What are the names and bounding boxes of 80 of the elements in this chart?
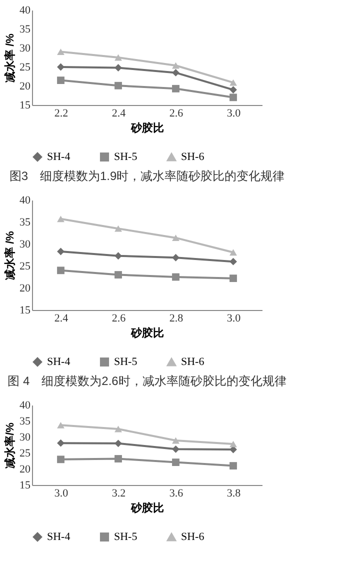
x-tick-label: 2.4 — [112, 108, 126, 120]
x-tick-label: 2.4 — [54, 312, 69, 324]
legend-label: SH-6 — [181, 356, 205, 368]
point — [57, 76, 64, 84]
y-tick-label: 25 — [20, 448, 31, 460]
point — [230, 462, 237, 470]
y-tick-label: 35 — [20, 216, 31, 228]
point — [172, 437, 180, 444]
y-tick-label: 20 — [20, 282, 31, 294]
point — [230, 94, 237, 102]
point — [57, 266, 64, 274]
legend-label: SH-4 — [47, 530, 71, 543]
point — [172, 84, 180, 92]
point — [230, 79, 237, 86]
point — [114, 455, 122, 462]
point — [114, 426, 122, 432]
point — [57, 456, 64, 464]
x-tick-label: 2.6 — [112, 312, 126, 324]
point — [172, 254, 180, 262]
y-axis-title: 减水率 /% — [4, 230, 16, 280]
y-tick-label: 40 — [20, 194, 31, 206]
point — [230, 274, 237, 282]
point — [114, 64, 122, 72]
point — [230, 440, 237, 448]
legend-label: SH-5 — [114, 150, 138, 163]
caption: 图 4 细度模数为2.6时，减水率随砂胶比的变化规律 — [8, 374, 286, 388]
legend-label: SH-5 — [114, 356, 138, 368]
point — [172, 273, 180, 281]
x-tick-label: 3.8 — [226, 488, 242, 500]
y-tick-label: 30 — [20, 42, 31, 54]
y-tick-label: 40 — [20, 4, 31, 16]
point — [57, 216, 64, 222]
legend-label: SH-6 — [181, 531, 205, 544]
point — [230, 258, 237, 266]
y-tick-label: 35 — [20, 416, 31, 428]
point — [57, 48, 64, 56]
y-tick-label: 30 — [20, 238, 31, 250]
point — [114, 271, 122, 279]
y-tick-label: 15 — [20, 304, 31, 316]
x-tick-label: 3.6 — [169, 488, 184, 500]
y-tick-label: 35 — [20, 24, 31, 36]
x-tick-label: 3.0 — [226, 108, 242, 120]
legend-label: SH-6 — [181, 151, 205, 164]
y-tick-label: 15 — [20, 480, 31, 492]
y-tick-label: 40 — [20, 400, 31, 412]
x-tick-label: 2.2 — [54, 108, 68, 120]
point — [114, 54, 122, 61]
point — [57, 422, 64, 428]
point — [230, 86, 237, 94]
x-axis-title: 砂胶比 — [130, 502, 164, 514]
point — [230, 249, 237, 256]
x-tick-label: 3.0 — [54, 488, 69, 500]
y-axis-title: 减水率 /% — [4, 33, 16, 82]
point — [57, 439, 64, 447]
point — [172, 68, 180, 76]
legend-label: SH-5 — [114, 530, 138, 543]
x-axis-title: 砂胶比 — [130, 326, 164, 340]
y-tick-label: 20 — [20, 464, 31, 476]
y-tick-label: 25 — [20, 260, 31, 272]
legend-label: SH-4 — [47, 356, 71, 368]
point — [172, 458, 180, 466]
point — [114, 225, 122, 232]
y-axis-title: 减水率/% — [4, 422, 16, 468]
point — [172, 445, 180, 453]
point — [114, 82, 122, 90]
y-tick-label: 15 — [20, 100, 31, 112]
legend-label: SH-4 — [47, 150, 71, 163]
y-tick-label: 25 — [20, 62, 31, 74]
x-tick-label: 2.6 — [169, 108, 184, 120]
point — [172, 234, 180, 242]
x-tick-label: 3.2 — [112, 488, 126, 500]
point — [114, 440, 122, 448]
y-tick-label: 30 — [20, 432, 31, 444]
x-axis-title: 砂胶比 — [130, 122, 164, 134]
x-tick-label: 3.0 — [226, 312, 242, 324]
point — [172, 62, 180, 69]
point — [114, 252, 122, 260]
caption: 图3 细度模数为1.9时，减水率随砂胶比的变化规律 — [9, 169, 285, 183]
y-tick-label: 20 — [20, 80, 31, 92]
x-tick-label: 2.8 — [169, 312, 184, 324]
